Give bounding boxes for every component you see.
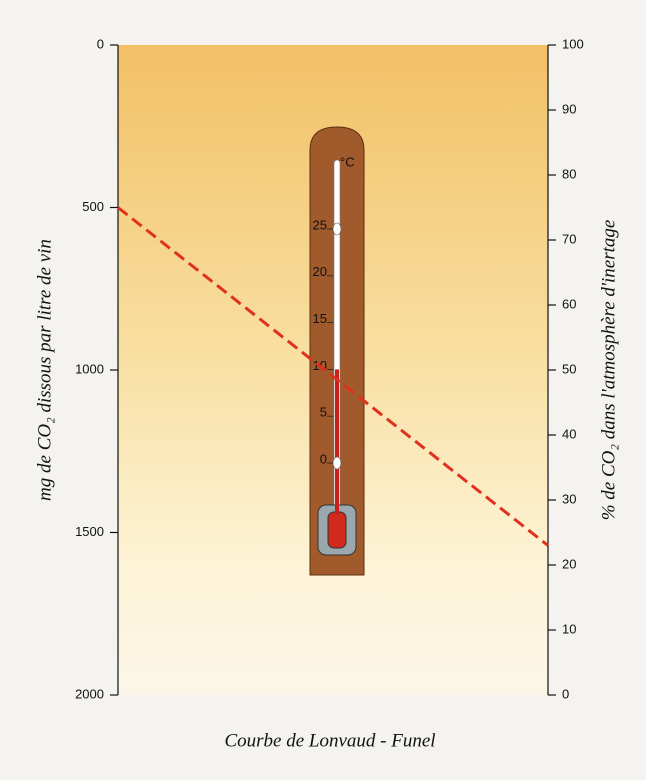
data-line: [117, 206, 549, 547]
y2-tick-label: 30: [562, 491, 576, 506]
y-axis-label: mg de CO₂ dissous par litre de vin: [34, 239, 55, 501]
y-tick-label: 2000: [75, 686, 104, 701]
thermometer-mark: [332, 222, 342, 236]
thermometer-tick-label: 25: [313, 217, 327, 232]
y2-tick-label: 70: [562, 231, 576, 246]
y2-tick-label: 80: [562, 166, 576, 181]
y-tick-label: 1000: [75, 361, 104, 376]
y-tick-label: 0: [97, 36, 104, 51]
thermometer-tick-label: 5: [320, 405, 327, 420]
thermometer-mercury: [335, 369, 339, 515]
thermometer-tick-label: 15: [313, 311, 327, 326]
thermometer-bulb: [327, 511, 347, 549]
y2-tick-label: 90: [562, 101, 576, 116]
y2-tick-label: 0: [562, 686, 569, 701]
caption: Courbe de Lonvaud - Funel: [224, 730, 435, 751]
y2-tick-label: 20: [562, 556, 576, 571]
thermometer-tick-label: 0: [320, 451, 327, 466]
y2-tick-label: 40: [562, 426, 576, 441]
y2-tick-label: 100: [562, 36, 584, 51]
y2-tick-label: 60: [562, 296, 576, 311]
y-tick-label: 1500: [75, 524, 104, 539]
thermometer-tick-label: 20: [313, 264, 327, 279]
thermometer-unit: °C: [340, 154, 355, 169]
y2-tick-label: 50: [562, 361, 576, 376]
thermometer-mark: [332, 456, 342, 470]
y-tick-label: 500: [82, 199, 104, 214]
y2-axis-label: % de CO₂ dans l'atmosphère d'inertage: [598, 220, 619, 521]
y2-tick-label: 10: [562, 621, 576, 636]
